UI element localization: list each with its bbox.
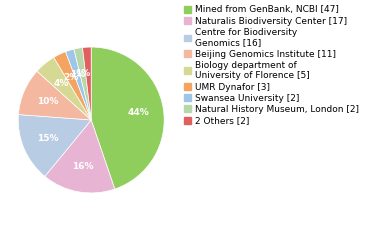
Wedge shape [19, 71, 91, 120]
Text: 1%: 1% [70, 70, 85, 79]
Wedge shape [18, 114, 91, 176]
Wedge shape [54, 52, 91, 120]
Text: 10%: 10% [37, 97, 58, 106]
Wedge shape [74, 48, 91, 120]
Text: 1%: 1% [75, 69, 90, 78]
Wedge shape [91, 47, 164, 189]
Text: 15%: 15% [37, 134, 59, 143]
Text: 2%: 2% [63, 73, 78, 82]
Text: 16%: 16% [72, 162, 93, 171]
Wedge shape [45, 120, 115, 193]
Wedge shape [37, 57, 91, 120]
Legend: Mined from GenBank, NCBI [47], Naturalis Biodiversity Center [17], Centre for Bi: Mined from GenBank, NCBI [47], Naturalis… [183, 5, 360, 126]
Text: 44%: 44% [127, 108, 149, 117]
Wedge shape [66, 49, 91, 120]
Wedge shape [82, 47, 91, 120]
Text: 4%: 4% [54, 79, 69, 88]
